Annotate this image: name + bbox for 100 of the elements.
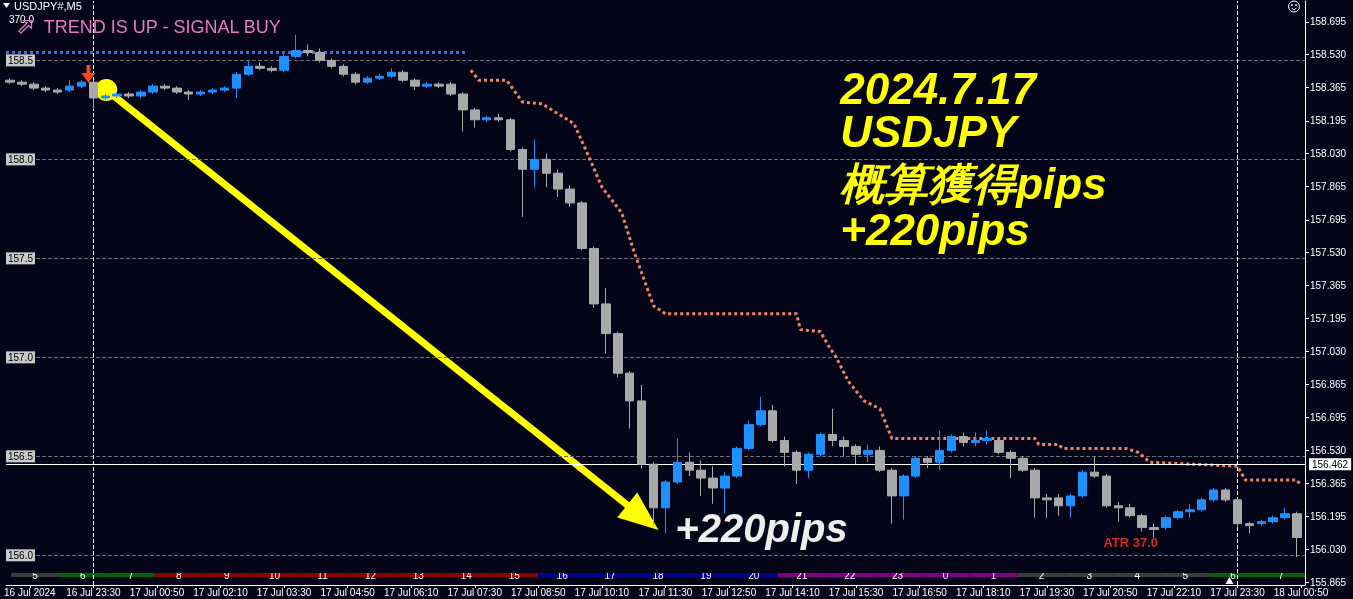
candlestick (756, 396, 766, 428)
candlestick (29, 81, 39, 91)
x-tick-label: 16 Jul 2024 (3, 586, 57, 598)
data-label: 11 (317, 570, 329, 581)
x-tick-label: 17 Jul 18:10 (955, 586, 1011, 598)
chart-title: USDJPY#,M5 (14, 0, 82, 12)
candlestick (363, 75, 372, 85)
candlestick (816, 432, 825, 457)
candlestick (625, 370, 634, 430)
y-tick-label: 156.0 (8, 549, 34, 561)
candlestick (101, 93, 110, 101)
candlestick (542, 152, 551, 188)
data-label: 17 (604, 570, 617, 581)
candlestick (446, 81, 456, 97)
candlestick (184, 89, 193, 101)
candlestick (196, 89, 205, 97)
candlestick (124, 91, 134, 99)
x-tick-label: 17 Jul 10:10 (574, 586, 630, 598)
candlestick (1018, 455, 1028, 473)
candlestick (387, 67, 396, 79)
candlestick (1066, 493, 1075, 519)
y2-tick-label: 156.365 (1310, 477, 1347, 489)
candlestick (1197, 497, 1206, 513)
candlestick (17, 79, 27, 87)
candlestick (315, 48, 325, 63)
candlestick (1173, 509, 1183, 521)
candlestick (851, 443, 861, 465)
candlestick (923, 455, 932, 469)
y2-tick-label: 156.030 (1310, 543, 1347, 555)
candlestick (279, 53, 289, 73)
candlestick (208, 87, 217, 95)
candlestick (1042, 493, 1052, 519)
candlestick (1149, 523, 1159, 538)
candlestick (649, 461, 658, 527)
x-tick-label: 17 Jul 20:50 (1083, 586, 1139, 598)
y-tick-label: 156.5 (8, 450, 34, 462)
candlestick (839, 436, 849, 457)
candlestick (1280, 507, 1290, 521)
x-tick-label: 17 Jul 03:30 (256, 586, 312, 598)
candlestick (148, 83, 158, 95)
x-tick-label: 17 Jul 19:30 (1019, 586, 1075, 598)
candlestick (613, 331, 623, 378)
y-tick-label: 157.5 (8, 252, 34, 264)
candlestick (685, 451, 694, 477)
candlestick (899, 473, 909, 521)
x-tick-label: 17 Jul 06:10 (383, 586, 439, 598)
x-tick-label: 18 Jul 00:50 (1273, 586, 1329, 598)
candlestick (434, 81, 444, 89)
x-tick-label: 17 Jul 16:50 (892, 586, 948, 598)
y-tick-label: 157.0 (8, 351, 34, 363)
candlestick (744, 420, 754, 451)
candlestick (637, 384, 646, 469)
x-tick-label: 16 Jul 23:30 (66, 586, 122, 598)
annotation: ATR 37.0 (1103, 534, 1159, 550)
candlestick (89, 79, 98, 111)
candlestick (708, 465, 718, 505)
candlestick (470, 107, 480, 129)
y2-tick-label: 158.365 (1310, 81, 1347, 93)
candlestick (577, 200, 587, 251)
candlestick (1125, 503, 1135, 519)
candlestick (172, 85, 182, 95)
candlestick (863, 443, 873, 463)
x-tick-label: 17 Jul 23:30 (1210, 586, 1266, 598)
y2-tick-label: 156.695 (1310, 412, 1347, 424)
y2-tick-label: 158.195 (1310, 115, 1347, 127)
candlestick (375, 73, 384, 81)
y2-tick-label: 158.695 (1310, 16, 1347, 28)
candlestick (887, 467, 897, 525)
candlestick (982, 430, 992, 445)
y2-tick-label: 157.365 (1310, 279, 1347, 291)
candlestick (673, 438, 682, 485)
y2-tick-label: 156.195 (1310, 511, 1347, 523)
candlestick (255, 61, 265, 71)
candlestick (291, 34, 301, 59)
candlestick (804, 451, 813, 479)
candlestick (732, 445, 742, 479)
candlestick (601, 287, 611, 354)
candlestick (506, 117, 515, 152)
annotation: +220pips (675, 506, 848, 550)
candlestick (553, 168, 563, 198)
x-tick-label: 17 Jul 15:30 (828, 586, 884, 598)
candlestick (1137, 513, 1147, 533)
candlestick (780, 436, 789, 467)
y2-tick-label: 157.195 (1310, 313, 1347, 325)
x-tick-label: 17 Jul 07:30 (447, 586, 503, 598)
candlestick (232, 71, 241, 99)
candlestick (994, 438, 1004, 455)
candlestick (1054, 493, 1063, 517)
candlestick (959, 432, 968, 447)
candlestick (1245, 521, 1254, 535)
candlestick (1257, 519, 1266, 527)
candlestick (1209, 487, 1218, 503)
candlestick (875, 445, 885, 473)
candlestick (422, 81, 432, 89)
candlestick (1114, 501, 1123, 523)
candlestick (112, 91, 122, 99)
candlestick (1233, 497, 1242, 529)
data-label: 5 (1182, 570, 1189, 581)
y2-tick-label: 158.030 (1310, 147, 1347, 159)
y2-tick-label: 157.530 (1310, 246, 1347, 258)
